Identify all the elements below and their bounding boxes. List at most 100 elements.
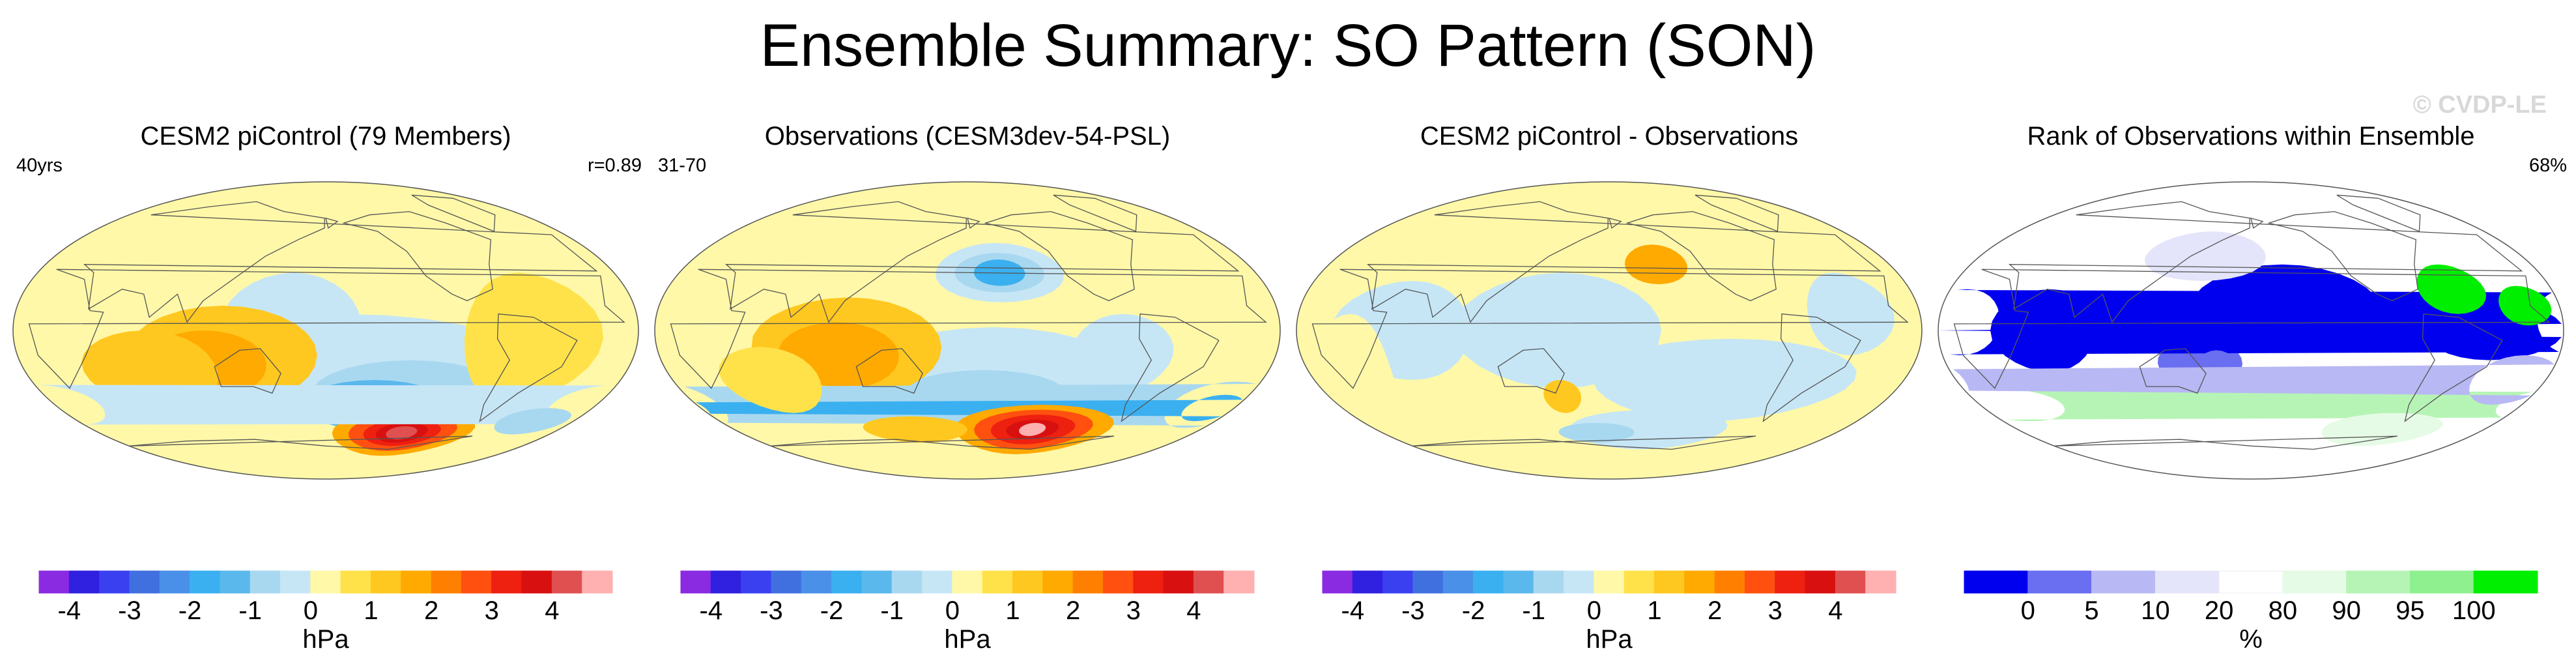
colorbar-tick-label: 2 [424, 596, 438, 625]
panel-observations: Observations (CESM3dev-54-PSL) 31-70 -4-… [645, 111, 1290, 658]
contour-region [2416, 264, 2487, 314]
colorbar-tick-label: 5 [2084, 596, 2098, 625]
colorbar-tick-label: -3 [118, 596, 141, 625]
colorbar-swatch [680, 570, 711, 594]
colorbar-rank: 0 5 10 20 80 90 95 100% [1964, 570, 2538, 654]
page-title: Ensemble Summary: SO Pattern (SON) [760, 12, 1816, 79]
colorbar-tick-label: 2 [1708, 596, 1722, 625]
panel-rank: Rank of Observations within Ensemble 68%… [1928, 111, 2573, 658]
colorbar-swatch [340, 570, 371, 594]
colorbar-swatch [1594, 570, 1625, 594]
coastline [1625, 211, 1777, 302]
colorbar-tick-label: -3 [1401, 596, 1425, 625]
colorbar-swatch [1382, 570, 1414, 594]
colorbar-tick-label: -4 [700, 596, 723, 625]
colorbar-swatch [1865, 570, 1896, 594]
contour-region [1949, 289, 2559, 355]
colorbar-swatch [1805, 570, 1836, 594]
coastline [1609, 217, 1622, 229]
map-ensemble [12, 181, 639, 480]
colorbar-swatch [280, 570, 311, 594]
map-observations [654, 181, 1281, 480]
colorbar-swatch [461, 570, 493, 594]
colorbar-swatch [1653, 570, 1685, 594]
years-label: 40yrs [16, 155, 63, 176]
coastline [1695, 194, 1779, 232]
panel-title: CESM2 piControl (79 Members) [140, 122, 511, 151]
contour-region [719, 347, 822, 413]
coastline [1953, 269, 2551, 389]
coastline [2404, 313, 2503, 422]
colorbar-swatch [582, 570, 613, 594]
colorbar-tick-label: -1 [238, 596, 262, 625]
coastline [724, 201, 1240, 323]
colorbar-tick-label: 95 [2396, 596, 2425, 625]
coastline [1366, 201, 1882, 323]
coastline [342, 211, 493, 302]
contour-region [465, 272, 603, 405]
contour-region [35, 385, 606, 425]
panel-title: CESM2 piControl - Observations [1420, 122, 1799, 151]
colorbar-swatch [521, 570, 552, 594]
colorbar-observations: -4 -3 -2 -1 0 1 2 3 4 hPa [680, 570, 1255, 654]
colorbar-swatch [491, 570, 522, 594]
colorbar-swatch [1503, 570, 1534, 594]
colorbar-tick-label: 1 [1005, 596, 1020, 625]
colorbar-swatch [861, 570, 893, 594]
colorbar-swatch [250, 570, 281, 594]
coastline [855, 348, 923, 394]
years-label: 31-70 [658, 155, 707, 176]
colorbar-swatch [129, 570, 160, 594]
coastline [83, 201, 598, 323]
colorbar-swatch [99, 570, 130, 594]
colorbar-swatch [2409, 570, 2474, 594]
colorbar-swatch [1835, 570, 1867, 594]
colorbar-swatch [1133, 570, 1164, 594]
colorbar-swatch [1224, 570, 1255, 594]
colorbar-swatch [1964, 570, 2029, 594]
colorbar-tick-label: 80 [2268, 596, 2298, 625]
colorbar-swatch [38, 570, 70, 594]
colorbar-tick-label: 0 [2021, 596, 2035, 625]
contour-region [1558, 422, 1635, 443]
colorbar-swatch [922, 570, 953, 594]
colorbar-swatch [710, 570, 742, 594]
contour-region [1971, 388, 2533, 422]
colorbar-tick-label: -3 [760, 596, 783, 625]
colorbar-tick-label: 0 [945, 596, 960, 625]
colorbar-swatch [741, 570, 772, 594]
coastline [1121, 313, 1220, 422]
map-field [13, 182, 638, 479]
colorbar-swatch [952, 570, 983, 594]
colorbar-tick-label: 100 [2452, 596, 2496, 625]
coastline [1053, 194, 1138, 232]
colorbar-swatch [2154, 570, 2220, 594]
coastline [2008, 201, 2523, 323]
colorbar-tick-label: 1 [1647, 596, 1661, 625]
contour-region [1953, 355, 2555, 405]
colorbar-swatch [1775, 570, 1806, 594]
map-border [1938, 181, 2564, 480]
contour-region [1070, 313, 1174, 397]
coastline [984, 211, 1135, 302]
colorbar-swatch [1352, 570, 1384, 594]
coastline [28, 269, 625, 389]
coastline [1497, 348, 1565, 394]
colorbar-swatch [1624, 570, 1655, 594]
colorbar-swatch [1442, 570, 1474, 594]
coastline [411, 194, 496, 232]
colorbar-swatch [891, 570, 923, 594]
panel-difference: CESM2 piControl - Observations -4 -3 -2 -1 0… [1287, 111, 1932, 658]
colorbar-swatch [370, 570, 402, 594]
colorbar-swatch [1193, 570, 1225, 594]
colorbar-tick-label: 4 [1186, 596, 1201, 625]
correlation-label: r=0.89 [587, 155, 642, 176]
contour-region [2144, 231, 2267, 281]
panel-title: Rank of Observations within Ensemble [2027, 122, 2475, 151]
map-field [655, 182, 1280, 479]
contour-region [2498, 285, 2552, 326]
colorbar-swatch [1072, 570, 1104, 594]
contour-region [1453, 272, 1661, 388]
contour-region [1624, 244, 1688, 285]
colorbar-tick-label: 0 [1587, 596, 1601, 625]
